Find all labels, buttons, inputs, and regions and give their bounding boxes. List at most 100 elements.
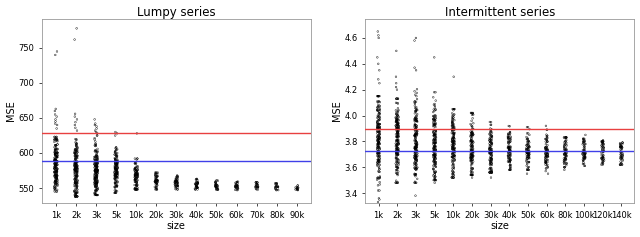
Point (52, 151, 63, 155)
Point (392, 132, 403, 136)
Point (484, 142, 495, 146)
Point (92, 175, 102, 179)
Point (92, 181, 102, 185)
Point (541, 169, 551, 173)
Point (485, 159, 495, 163)
Point (253, 183, 263, 187)
Point (447, 153, 458, 156)
Point (429, 149, 440, 153)
Point (392, 118, 402, 122)
Point (429, 153, 440, 157)
Point (430, 132, 440, 136)
Point (597, 139, 607, 143)
Point (411, 127, 421, 131)
Point (51, 158, 61, 162)
Point (560, 158, 570, 162)
Point (484, 140, 495, 144)
Point (484, 151, 494, 155)
Point (191, 183, 201, 187)
Point (131, 183, 141, 187)
Point (485, 161, 495, 165)
Point (91, 192, 101, 196)
Point (542, 146, 552, 149)
Point (411, 114, 421, 118)
Point (153, 179, 163, 183)
Point (503, 155, 513, 158)
Point (70, 126, 81, 130)
Point (51, 156, 61, 160)
Point (596, 141, 607, 145)
Point (429, 157, 439, 161)
Point (467, 159, 477, 162)
Point (412, 119, 422, 123)
Point (410, 146, 420, 150)
Point (253, 185, 263, 189)
Point (449, 107, 459, 111)
Point (447, 119, 458, 123)
Point (447, 122, 458, 126)
Point (91, 170, 101, 173)
Point (50, 160, 60, 164)
Point (410, 154, 420, 158)
Point (561, 136, 571, 139)
Y-axis label: MSE: MSE (332, 101, 342, 121)
Point (72, 190, 83, 194)
Point (90, 192, 100, 196)
Point (374, 140, 384, 144)
Point (486, 137, 497, 141)
Point (191, 185, 202, 189)
Point (271, 184, 281, 188)
Point (580, 145, 590, 148)
Point (522, 137, 532, 141)
Point (372, 143, 383, 146)
Point (372, 148, 383, 151)
Point (112, 154, 122, 158)
Point (70, 123, 80, 127)
Point (506, 150, 516, 154)
Point (543, 172, 553, 176)
Point (292, 184, 303, 187)
Point (374, 151, 385, 155)
Point (374, 129, 384, 133)
Point (467, 170, 477, 173)
Point (72, 172, 82, 176)
Point (151, 178, 161, 181)
Point (70, 177, 81, 180)
Point (231, 184, 241, 188)
Point (49, 170, 60, 174)
Point (615, 145, 625, 148)
Point (69, 171, 79, 175)
Point (72, 154, 82, 158)
Point (392, 150, 403, 154)
Point (447, 120, 458, 123)
Point (253, 187, 263, 190)
Point (391, 101, 401, 105)
Point (392, 138, 402, 142)
Point (374, 94, 384, 98)
Point (372, 106, 383, 109)
Point (193, 180, 203, 184)
Point (522, 151, 532, 155)
Point (412, 141, 422, 145)
Point (448, 171, 458, 174)
Point (615, 163, 625, 167)
Point (391, 150, 401, 154)
Point (52, 147, 63, 151)
Point (49, 159, 60, 162)
Point (541, 160, 551, 164)
Point (410, 158, 420, 162)
Point (172, 180, 182, 183)
Point (51, 163, 61, 167)
Point (90, 181, 100, 185)
Point (541, 145, 552, 149)
Point (447, 147, 458, 150)
Point (543, 165, 553, 169)
Point (51, 173, 61, 177)
Point (580, 156, 590, 160)
Point (51, 164, 61, 167)
Point (391, 147, 401, 151)
Point (449, 75, 459, 79)
Point (560, 151, 570, 155)
Point (392, 122, 402, 126)
Point (447, 138, 458, 141)
